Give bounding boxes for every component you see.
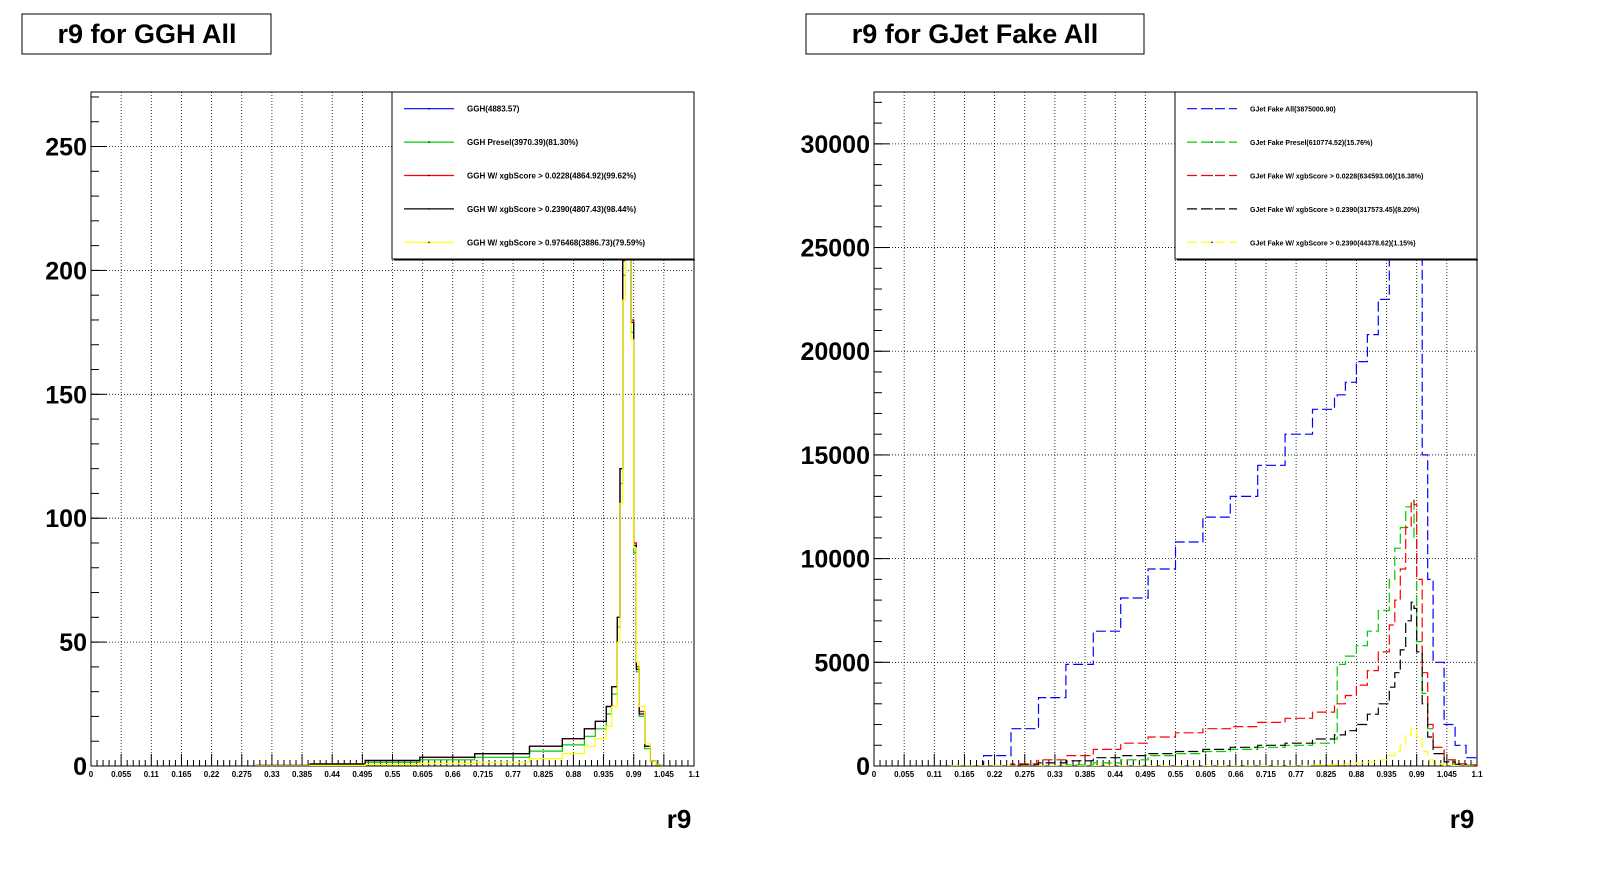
x-tick-label: 0.22 xyxy=(987,770,1003,779)
x-tick-label: 0.44 xyxy=(1107,770,1123,779)
y-tick-label: 50 xyxy=(59,629,87,657)
series-line-5 xyxy=(255,145,662,766)
legend-marker xyxy=(1211,174,1213,177)
legend-marker xyxy=(428,141,430,143)
x-tick-label: 0.88 xyxy=(1349,770,1365,779)
x-tick-label: 0.825 xyxy=(1316,770,1337,779)
x-tick-label: 0.055 xyxy=(894,770,915,779)
x-tick-label: 0.165 xyxy=(954,770,975,779)
x-tick-label: 0.77 xyxy=(505,770,521,779)
x-tick-label: 0.165 xyxy=(171,770,192,779)
x-tick-label: 0.275 xyxy=(1015,770,1036,779)
legend-entry-label: GGH Presel(3970.39)(81.30%) xyxy=(467,138,579,147)
x-axis-label: r9 xyxy=(1450,804,1475,834)
chart-title: r9 for GGH All xyxy=(57,19,236,49)
legend-marker xyxy=(428,107,430,110)
chart-title-box xyxy=(805,13,1145,55)
legend-entry-label: GJet Fake All(3875000.90) xyxy=(1250,107,1336,114)
legend-marker xyxy=(1211,141,1213,143)
series-group xyxy=(255,108,662,766)
x-tick-label: 0.495 xyxy=(1135,770,1156,779)
legend-entry-label: GJet Fake W/ xgbScore > 0.0228(634593.06… xyxy=(1250,174,1423,181)
legend-entry-label: GJet Fake W/ xgbScore > 0.2390(317573.45… xyxy=(1250,207,1419,214)
y-tick-label: 150 xyxy=(45,381,87,409)
y-tick-label: 15000 xyxy=(800,442,870,470)
x-tick-label: 0.55 xyxy=(385,770,401,779)
legend-entry-label: GGH W/ xgbScore > 0.976468(3886.73)(79.5… xyxy=(467,238,645,247)
x-tick-label: 0.055 xyxy=(111,770,132,779)
series-line-5 xyxy=(950,728,1477,766)
y-tick-label: 250 xyxy=(45,134,87,162)
x-tick-label: 0.715 xyxy=(473,770,494,779)
x-tick-label: 0.275 xyxy=(232,770,253,779)
right-chart-panel: r9 for GJet Fake All 0 0.055 0.11 0.165 0.22 0… xyxy=(800,13,1483,834)
x-tick-label: 0.385 xyxy=(292,770,313,779)
y-tick-label: 200 xyxy=(45,257,87,285)
x-tick-label: 0.715 xyxy=(1256,770,1277,779)
x-tick-label: 0.66 xyxy=(1228,770,1244,779)
x-tick-label: 0.605 xyxy=(413,770,434,779)
legend-marker xyxy=(1211,241,1213,244)
x-tick-label: 0.22 xyxy=(204,770,220,779)
y-tick-label: 5000 xyxy=(814,649,870,677)
x-tick-label: 0.33 xyxy=(264,770,280,779)
left-chart-panel: r9 for GGH All 0 0.055 0.11 0.165 0.22 0.275 0.… xyxy=(21,13,700,834)
legend-entry-label: GGH(4883.57) xyxy=(467,105,520,114)
x-tick-label: 0.77 xyxy=(1288,770,1304,779)
x-axis-label: r9 xyxy=(667,804,692,834)
x-tick-label: 0.935 xyxy=(1377,770,1398,779)
x-tick-label: 0.935 xyxy=(594,770,615,779)
x-tick-label: 1.045 xyxy=(654,770,675,779)
chart-title-box xyxy=(21,13,272,55)
series-line-1 xyxy=(950,92,1477,766)
x-tick-label: 0.825 xyxy=(533,770,554,779)
x-tick-label: 0.11 xyxy=(927,770,943,779)
x-tick-label: 0.99 xyxy=(626,770,642,779)
x-tick-label: 0.495 xyxy=(352,770,373,779)
x-tick-label: 0.11 xyxy=(144,770,160,779)
y-tick-label: 10000 xyxy=(800,546,870,574)
chart-title: r9 for GJet Fake All xyxy=(852,19,1099,49)
legend-entry-label: GJet Fake Presel(610774.52)(15.76%) xyxy=(1250,140,1373,147)
x-tick-label: 1.045 xyxy=(1437,770,1458,779)
legend-entry-label: GJet Fake W/ xgbScore > 0.2390(44378.62)… xyxy=(1250,240,1416,247)
x-tick-label: 0.99 xyxy=(1409,770,1425,779)
x-tick-label: 0.88 xyxy=(566,770,582,779)
x-tick-label: 0.33 xyxy=(1047,770,1063,779)
legend-marker xyxy=(1211,107,1213,110)
y-tick-label: 25000 xyxy=(800,235,870,263)
series-group xyxy=(950,92,1477,766)
series-line-3 xyxy=(950,499,1477,766)
x-tick-label: 0 xyxy=(872,770,877,779)
y-tick-label: 100 xyxy=(45,505,87,533)
x-tick-label: 1.1 xyxy=(1471,770,1483,779)
legend-box xyxy=(1174,91,1478,260)
y-tick-label: 0 xyxy=(73,753,87,781)
legend-marker xyxy=(428,174,430,177)
x-tick-label: 0 xyxy=(89,770,94,779)
x-tick-label: 0.66 xyxy=(445,770,461,779)
legend-entry-label: GGH W/ xgbScore > 0.2390(4807.43)(98.44%… xyxy=(467,205,637,214)
legend-marker xyxy=(428,241,430,244)
x-tick-label: 0.55 xyxy=(1168,770,1184,779)
x-tick-label: 1.1 xyxy=(688,770,700,779)
x-tick-label: 0.44 xyxy=(324,770,340,779)
legend-marker xyxy=(1211,208,1213,210)
y-tick-label: 0 xyxy=(856,753,870,781)
legend-marker xyxy=(428,208,430,210)
x-tick-label: 0.385 xyxy=(1075,770,1096,779)
x-tick-label: 0.605 xyxy=(1196,770,1217,779)
legend-entry-label: GGH W/ xgbScore > 0.0228(4864.92)(99.62%… xyxy=(467,172,637,181)
y-tick-label: 30000 xyxy=(800,131,870,159)
y-tick-label: 20000 xyxy=(800,338,870,366)
